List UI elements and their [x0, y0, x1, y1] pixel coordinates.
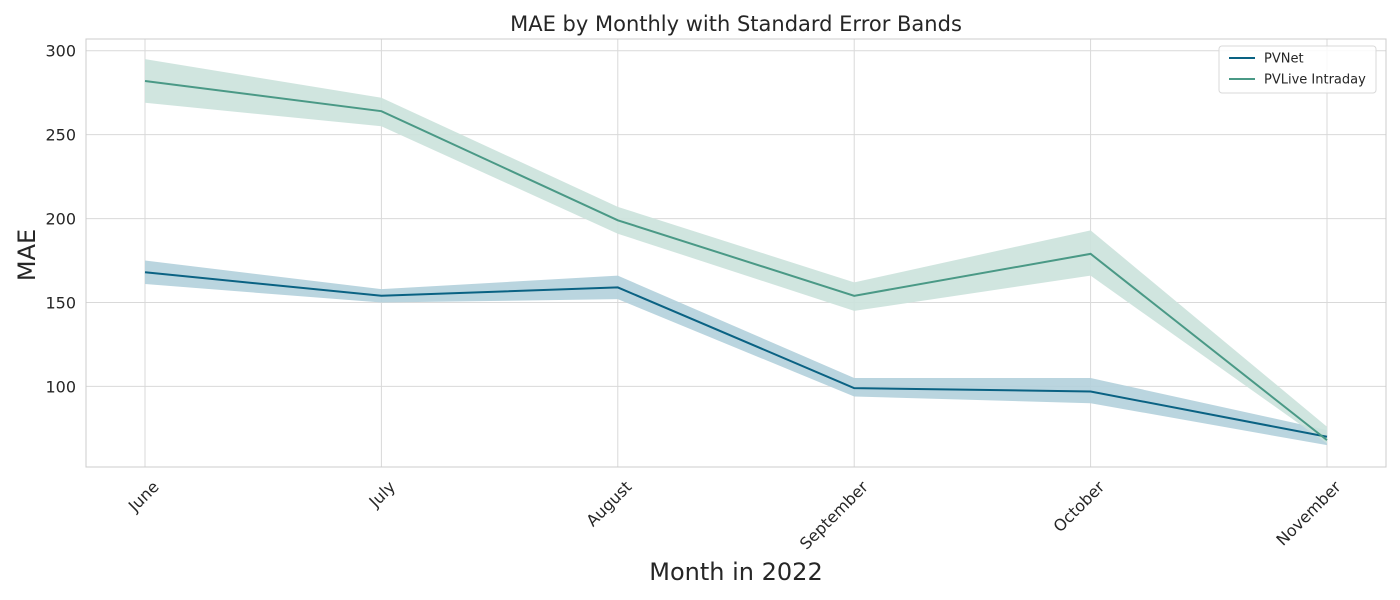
y-tick-label: 150 — [45, 294, 76, 313]
chart-title: MAE by Monthly with Standard Error Bands — [510, 12, 962, 36]
x-tick-label: November — [1272, 477, 1345, 550]
x-tick-label: June — [124, 477, 163, 516]
legend: PVNet PVLive Intraday — [1218, 45, 1377, 94]
y-tick-label: 250 — [45, 126, 76, 145]
legend-label-2: PVLive Intraday — [1264, 73, 1366, 88]
x-tick-label: September — [796, 477, 872, 553]
x-tick-label: July — [365, 477, 399, 511]
legend-box — [1218, 45, 1377, 94]
series-line-1 — [144, 271, 1328, 438]
plot-border — [85, 38, 1387, 468]
series-line-2 — [144, 79, 1328, 441]
y-tick-label: 300 — [45, 42, 76, 61]
y-axis-label: MAE — [13, 229, 41, 281]
x-axis-label: Month in 2022 — [649, 558, 822, 586]
y-tick-label: 200 — [45, 210, 76, 229]
error-band-2 — [145, 59, 1327, 444]
x-tick-label: October — [1050, 477, 1109, 536]
x-tick-label: August — [582, 477, 635, 530]
error-band-1 — [145, 260, 1327, 446]
plot-area: 100 150 200 250 300 June July August September Oc… — [45, 38, 1387, 553]
legend-label-1: PVNet — [1264, 52, 1304, 67]
y-tick-label: 100 — [45, 377, 76, 396]
